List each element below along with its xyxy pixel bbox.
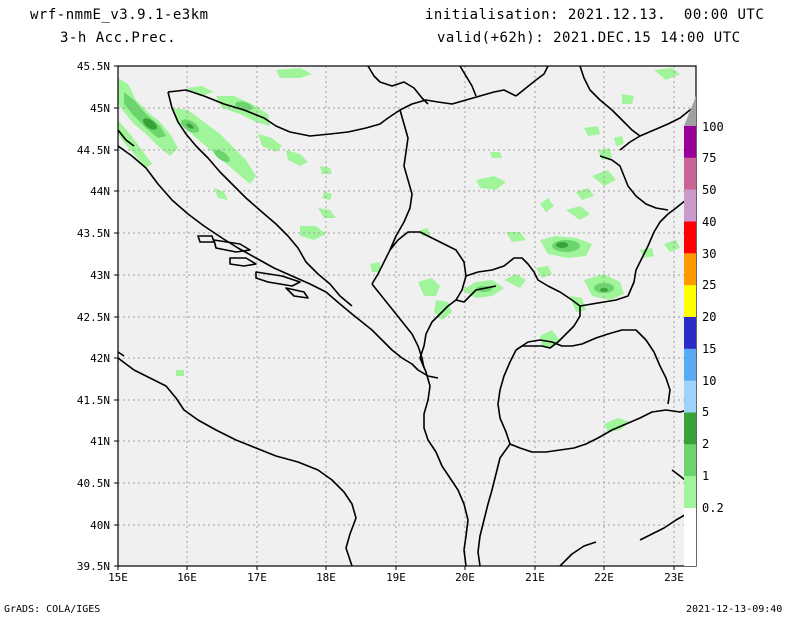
colorbar-swatch: [684, 253, 696, 286]
colorbar-swatch: [684, 380, 696, 413]
footer-timestamp: 2021-12-13-09:40: [686, 604, 783, 615]
colorbar-swatch: [684, 221, 696, 254]
colorbar-label: 25: [702, 278, 716, 292]
lat-label: 44N: [90, 185, 110, 198]
lat-label: 40.5N: [77, 477, 110, 490]
colorbar-underflow-box: [684, 508, 696, 566]
colorbar: 0.2 1 2 5 10 15 20 25 30 40 50 75 100: [684, 96, 724, 566]
colorbar-label: 5: [702, 405, 709, 419]
lat-label: 45N: [90, 102, 110, 115]
lon-label: 18E: [316, 571, 336, 584]
colorbar-swatches: [684, 96, 696, 566]
lon-label: 22E: [594, 571, 614, 584]
lat-label: 39.5N: [77, 560, 110, 573]
lat-label: 41N: [90, 435, 110, 448]
colorbar-swatch: [684, 317, 696, 349]
colorbar-swatch: [684, 476, 696, 508]
lat-label: 45.5N: [77, 60, 110, 73]
lat-label: 43N: [90, 269, 110, 282]
colorbar-swatch: [684, 126, 696, 158]
lat-label: 44.5N: [77, 144, 110, 157]
lon-label: 23E: [664, 571, 684, 584]
model-label: wrf-nmmE_v3.9.1-e3km: [30, 7, 209, 23]
colorbar-label: 0.2: [702, 501, 724, 515]
colorbar-label: 1: [702, 469, 709, 483]
coastlines-borders: [117, 65, 697, 567]
colorbar-swatch: [684, 444, 696, 477]
lon-label: 17E: [247, 571, 267, 584]
colorbar-label: 40: [702, 215, 716, 229]
colorbar-swatch: [684, 285, 696, 317]
latitude-labels: 45.5N 45N 44.5N 44N 43.5N 43N 42.5N 42N …: [77, 60, 110, 573]
colorbar-swatch: [684, 348, 696, 381]
colorbar-overflow-triangle: [684, 96, 696, 126]
lon-label: 19E: [386, 571, 406, 584]
colorbar-label: 75: [702, 151, 716, 165]
graticule: [118, 66, 696, 566]
colorbar-label: 10: [702, 374, 716, 388]
colorbar-label: 20: [702, 310, 716, 324]
colorbar-label: 2: [702, 437, 709, 451]
lon-label: 21E: [525, 571, 545, 584]
colorbar-swatch: [684, 412, 696, 445]
colorbar-label: 100: [702, 120, 724, 134]
init-time-label: initialisation: 2021.12.13. 00:00 UTC: [425, 7, 765, 23]
longitude-labels: 15E 16E 17E 18E 19E 20E 21E 22E 23E: [108, 571, 684, 584]
lon-label: 16E: [177, 571, 197, 584]
valid-time-label: valid(+62h): 2021.DEC.15 14:00 UTC: [437, 30, 741, 46]
colorbar-swatch: [684, 189, 696, 222]
lat-label: 41.5N: [77, 394, 110, 407]
lat-label: 42N: [90, 352, 110, 365]
lat-label: 40N: [90, 519, 110, 532]
lon-label: 20E: [455, 571, 475, 584]
footer-credit: GrADS: COLA/IGES: [4, 604, 101, 615]
colorbar-label: 30: [702, 247, 716, 261]
lat-label: 42.5N: [77, 311, 110, 324]
field-label: 3-h Acc.Prec.: [60, 30, 177, 46]
colorbar-label: 15: [702, 342, 716, 356]
tick-marks: [114, 65, 675, 570]
lon-label: 15E: [108, 571, 128, 584]
colorbar-label: 50: [702, 183, 716, 197]
colorbar-labels: 0.2 1 2 5 10 15 20 25 30 40 50 75 100: [702, 120, 724, 515]
colorbar-swatch: [684, 157, 696, 190]
lat-label: 43.5N: [77, 227, 110, 240]
